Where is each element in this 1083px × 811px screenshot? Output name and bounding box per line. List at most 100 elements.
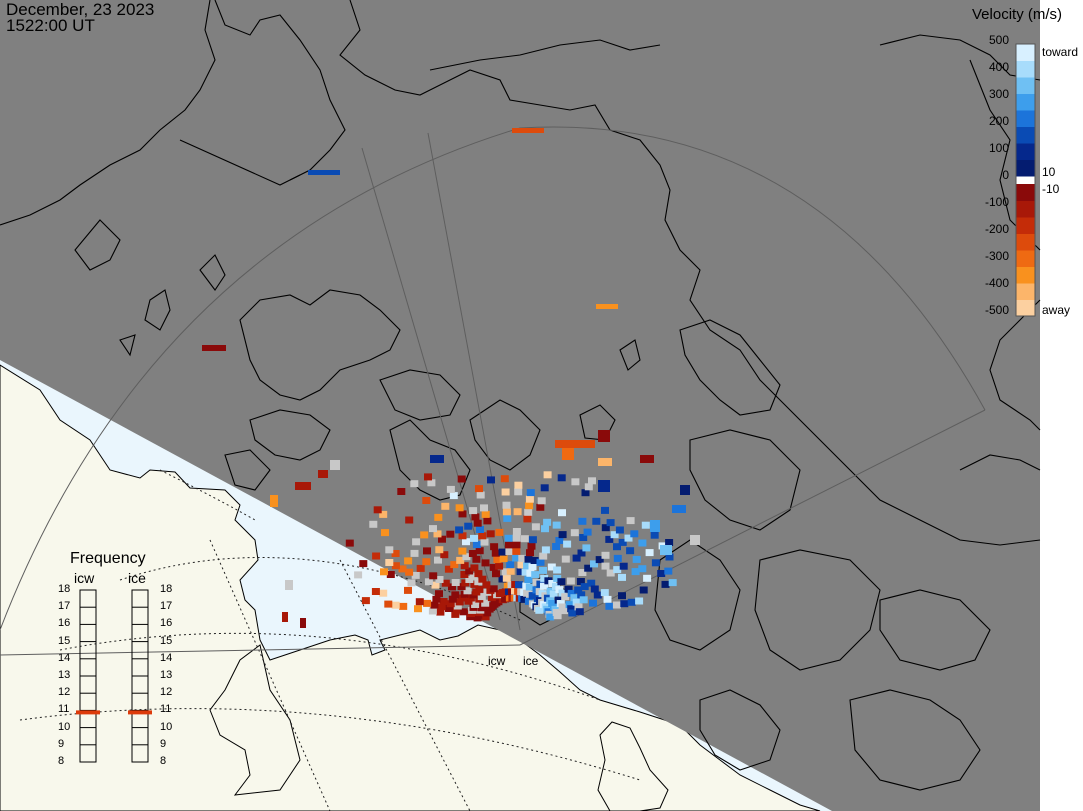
geographic-grid (19, 469, 641, 811)
velocity-cell (635, 597, 644, 605)
velocity-cell (457, 594, 466, 602)
velocity-cell (512, 554, 521, 562)
velocity-cell (506, 567, 515, 575)
velocity-cell (469, 572, 478, 580)
velocity-cell (598, 458, 612, 466)
night-region (0, 0, 1040, 811)
velocity-cell (574, 586, 583, 594)
velocity-cell (661, 580, 670, 588)
velocity-cell (495, 528, 504, 536)
velocity-cell (553, 574, 562, 582)
velocity-cell (435, 576, 444, 583)
velocity-cell (571, 478, 580, 486)
velocity-cell (531, 571, 540, 579)
velocity-cell (613, 566, 622, 574)
velocity-cell (587, 579, 596, 587)
velocity-cell (391, 601, 400, 609)
radar-site-icw-label: icw (488, 654, 506, 668)
velocity-cell (441, 579, 450, 587)
velocity-cell (424, 473, 432, 481)
velocity-cell (463, 587, 472, 595)
velocity-cell (638, 565, 647, 573)
frequency-scale-label: 18 (160, 583, 173, 595)
velocity-cell (512, 528, 521, 535)
velocity-cell (690, 535, 700, 545)
colorbar-label-away: away (1042, 303, 1071, 317)
velocity-cell (330, 460, 340, 470)
velocity-cell (632, 555, 641, 563)
velocity-cell (528, 563, 537, 571)
velocity-cell (498, 575, 507, 583)
velocity-cell (471, 513, 480, 521)
velocity-cell (547, 563, 556, 571)
velocity-cell (481, 613, 490, 621)
velocity-cell (391, 550, 400, 557)
velocity-cell (439, 598, 448, 605)
velocity-cell (429, 525, 437, 533)
frequency-scale-label: 12 (58, 686, 71, 699)
velocity-cell (624, 534, 633, 542)
velocity-cell (572, 598, 581, 606)
velocity-cell (477, 593, 486, 601)
velocity-cell (590, 560, 598, 568)
frequency-scale-label: 18 (58, 583, 71, 595)
velocity-cell (472, 555, 481, 563)
velocity-cells (345, 471, 677, 622)
velocity-cell (295, 482, 311, 490)
colorbar-segment-zero (1016, 176, 1035, 184)
velocity-cell (493, 556, 502, 564)
velocity-cell (524, 508, 533, 516)
velocity-cell (502, 501, 511, 509)
velocity-cell (445, 605, 453, 612)
frequency-scale-label: 9 (58, 737, 65, 750)
velocity-cell (528, 536, 537, 544)
velocity-cell (397, 488, 406, 495)
velocity-cell (620, 600, 629, 608)
velocity-cell (596, 304, 618, 309)
velocity-cell (270, 495, 278, 507)
velocity-cell (672, 505, 686, 513)
velocity-cell (457, 583, 466, 591)
velocity-cell (584, 483, 593, 491)
velocity-cell (410, 549, 419, 557)
colorbar-tick-label: -100 (984, 195, 1009, 209)
velocity-cell (650, 520, 660, 532)
far-range-echoes (202, 128, 700, 628)
velocity-cell (448, 595, 457, 603)
velocity-cell (540, 582, 548, 590)
colorbar-tick-label: -300 (984, 249, 1009, 263)
velocity-cell (540, 574, 549, 582)
velocity-cell (515, 581, 523, 589)
velocity-cell (567, 605, 576, 613)
frequency-marker-ice (128, 710, 152, 715)
velocity-cell (494, 598, 503, 606)
velocity-cell (523, 515, 532, 523)
velocity-cell (588, 477, 596, 485)
velocity-cell (555, 440, 595, 448)
velocity-cell (514, 481, 523, 489)
velocity-cell (531, 523, 540, 531)
velocity-cell (430, 601, 439, 609)
velocity-cell (535, 606, 544, 614)
velocity-cell (434, 513, 443, 521)
velocity-cell (579, 596, 588, 604)
velocity-cell (424, 578, 433, 586)
colorbar-segment-away (1016, 217, 1035, 234)
velocity-cell (282, 612, 288, 622)
velocity-cell (506, 561, 515, 569)
velocity-cell (461, 579, 470, 587)
velocity-cell (359, 560, 368, 568)
velocity-cell (465, 567, 474, 575)
velocity-cell (492, 570, 500, 578)
velocity-cell (433, 530, 442, 538)
velocity-cell (446, 600, 455, 608)
colorbar-tick-label: 0 (1002, 168, 1009, 182)
velocity-cell (650, 531, 659, 539)
velocity-cell (639, 586, 648, 594)
velocity-cell (434, 556, 442, 564)
velocity-cell (430, 455, 444, 463)
frequency-scale-label: 16 (160, 617, 173, 630)
velocity-cell (664, 567, 673, 575)
colorbar-segment-toward (1016, 110, 1035, 127)
velocity-cell (369, 520, 378, 528)
